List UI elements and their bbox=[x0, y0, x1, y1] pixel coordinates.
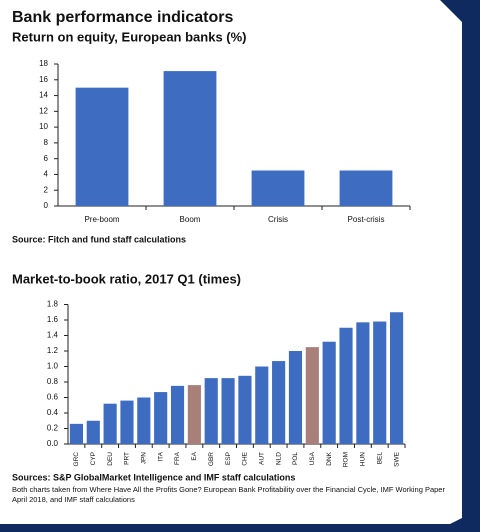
x-tick-label: PRT bbox=[124, 452, 131, 465]
bar bbox=[69, 423, 83, 444]
bar bbox=[272, 361, 286, 444]
y-tick-label: 0.6 bbox=[47, 393, 59, 402]
y-tick-label: 0.4 bbox=[47, 408, 59, 417]
x-tick-label: USA bbox=[309, 451, 316, 465]
y-tick-label: 0 bbox=[44, 201, 49, 210]
x-tick-label: CHE bbox=[242, 451, 249, 465]
x-tick-label: Crisis bbox=[268, 215, 288, 224]
bar bbox=[390, 312, 404, 444]
bar bbox=[339, 327, 353, 444]
y-tick-label: 6 bbox=[44, 154, 49, 163]
y-tick-label: 2 bbox=[44, 185, 49, 194]
bar bbox=[137, 397, 151, 444]
bar bbox=[356, 322, 370, 444]
y-tick-label: 14 bbox=[39, 91, 48, 100]
bar bbox=[305, 347, 319, 444]
bar bbox=[255, 366, 269, 444]
y-tick-label: 4 bbox=[44, 170, 49, 179]
x-tick-label: HUN bbox=[360, 452, 367, 466]
x-tick-label: EA bbox=[191, 451, 198, 460]
x-tick-label: CYP bbox=[90, 452, 97, 465]
bar bbox=[103, 403, 117, 444]
chart-title: Market-to-book ratio, 2017 Q1 (times) bbox=[12, 271, 241, 286]
x-tick-label: ITA bbox=[157, 451, 164, 461]
bar bbox=[221, 378, 235, 444]
panel bbox=[0, 0, 462, 524]
x-tick-label: Boom bbox=[180, 215, 201, 224]
x-tick-label: ROM bbox=[343, 452, 350, 467]
bar bbox=[288, 351, 303, 444]
y-tick-label: 10 bbox=[39, 122, 48, 131]
x-tick-label: JPN bbox=[141, 452, 148, 465]
bar bbox=[187, 385, 201, 444]
bar bbox=[373, 321, 387, 444]
x-tick-label: AUT bbox=[258, 452, 265, 465]
note: Both charts taken from Where Have All th… bbox=[12, 485, 445, 504]
x-tick-label: Post-crisis bbox=[348, 215, 385, 224]
bar bbox=[251, 170, 305, 206]
y-tick-label: 1.8 bbox=[47, 300, 59, 309]
bar bbox=[75, 87, 129, 206]
x-tick-label: POL bbox=[292, 452, 299, 465]
y-tick-label: 18 bbox=[39, 59, 48, 68]
x-tick-label: FRA bbox=[174, 451, 181, 465]
bar bbox=[163, 71, 217, 206]
y-tick-label: 1.2 bbox=[47, 346, 59, 355]
x-tick-label: NLD bbox=[275, 452, 282, 465]
x-tick-label: Pre-boom bbox=[84, 215, 119, 224]
bar bbox=[86, 420, 100, 444]
y-tick-label: 1.6 bbox=[47, 315, 59, 324]
bar bbox=[120, 400, 134, 444]
bar bbox=[170, 385, 185, 444]
y-tick-label: 8 bbox=[44, 138, 49, 147]
bar bbox=[238, 375, 252, 444]
bar bbox=[322, 341, 336, 444]
source: Sources: S&P GlobalMarket Intelligence a… bbox=[12, 472, 295, 482]
y-tick-label: 12 bbox=[39, 106, 48, 115]
y-tick-label: 0.2 bbox=[47, 424, 59, 433]
x-tick-label: DEU bbox=[107, 452, 114, 466]
x-tick-label: GBR bbox=[208, 452, 215, 466]
bar bbox=[154, 392, 168, 444]
x-tick-label: GRC bbox=[73, 452, 80, 467]
y-tick-label: 1.4 bbox=[47, 331, 59, 340]
x-tick-label: SWE bbox=[393, 451, 400, 466]
y-tick-label: 0.8 bbox=[47, 377, 59, 386]
bar bbox=[204, 378, 218, 444]
x-tick-label: DNK bbox=[326, 451, 333, 465]
y-tick-label: 16 bbox=[39, 75, 48, 84]
y-tick-label: 0.0 bbox=[47, 439, 59, 448]
x-tick-label: BEL bbox=[376, 452, 383, 465]
source: Source: Fitch and fund staff calculation… bbox=[12, 234, 186, 244]
chart-title: Return on equity, European banks (%) bbox=[12, 29, 247, 44]
bar bbox=[339, 170, 393, 206]
y-tick-label: 1.0 bbox=[47, 362, 59, 371]
x-tick-label: ESP bbox=[225, 452, 232, 465]
page-title: Bank performance indicators bbox=[12, 9, 234, 26]
